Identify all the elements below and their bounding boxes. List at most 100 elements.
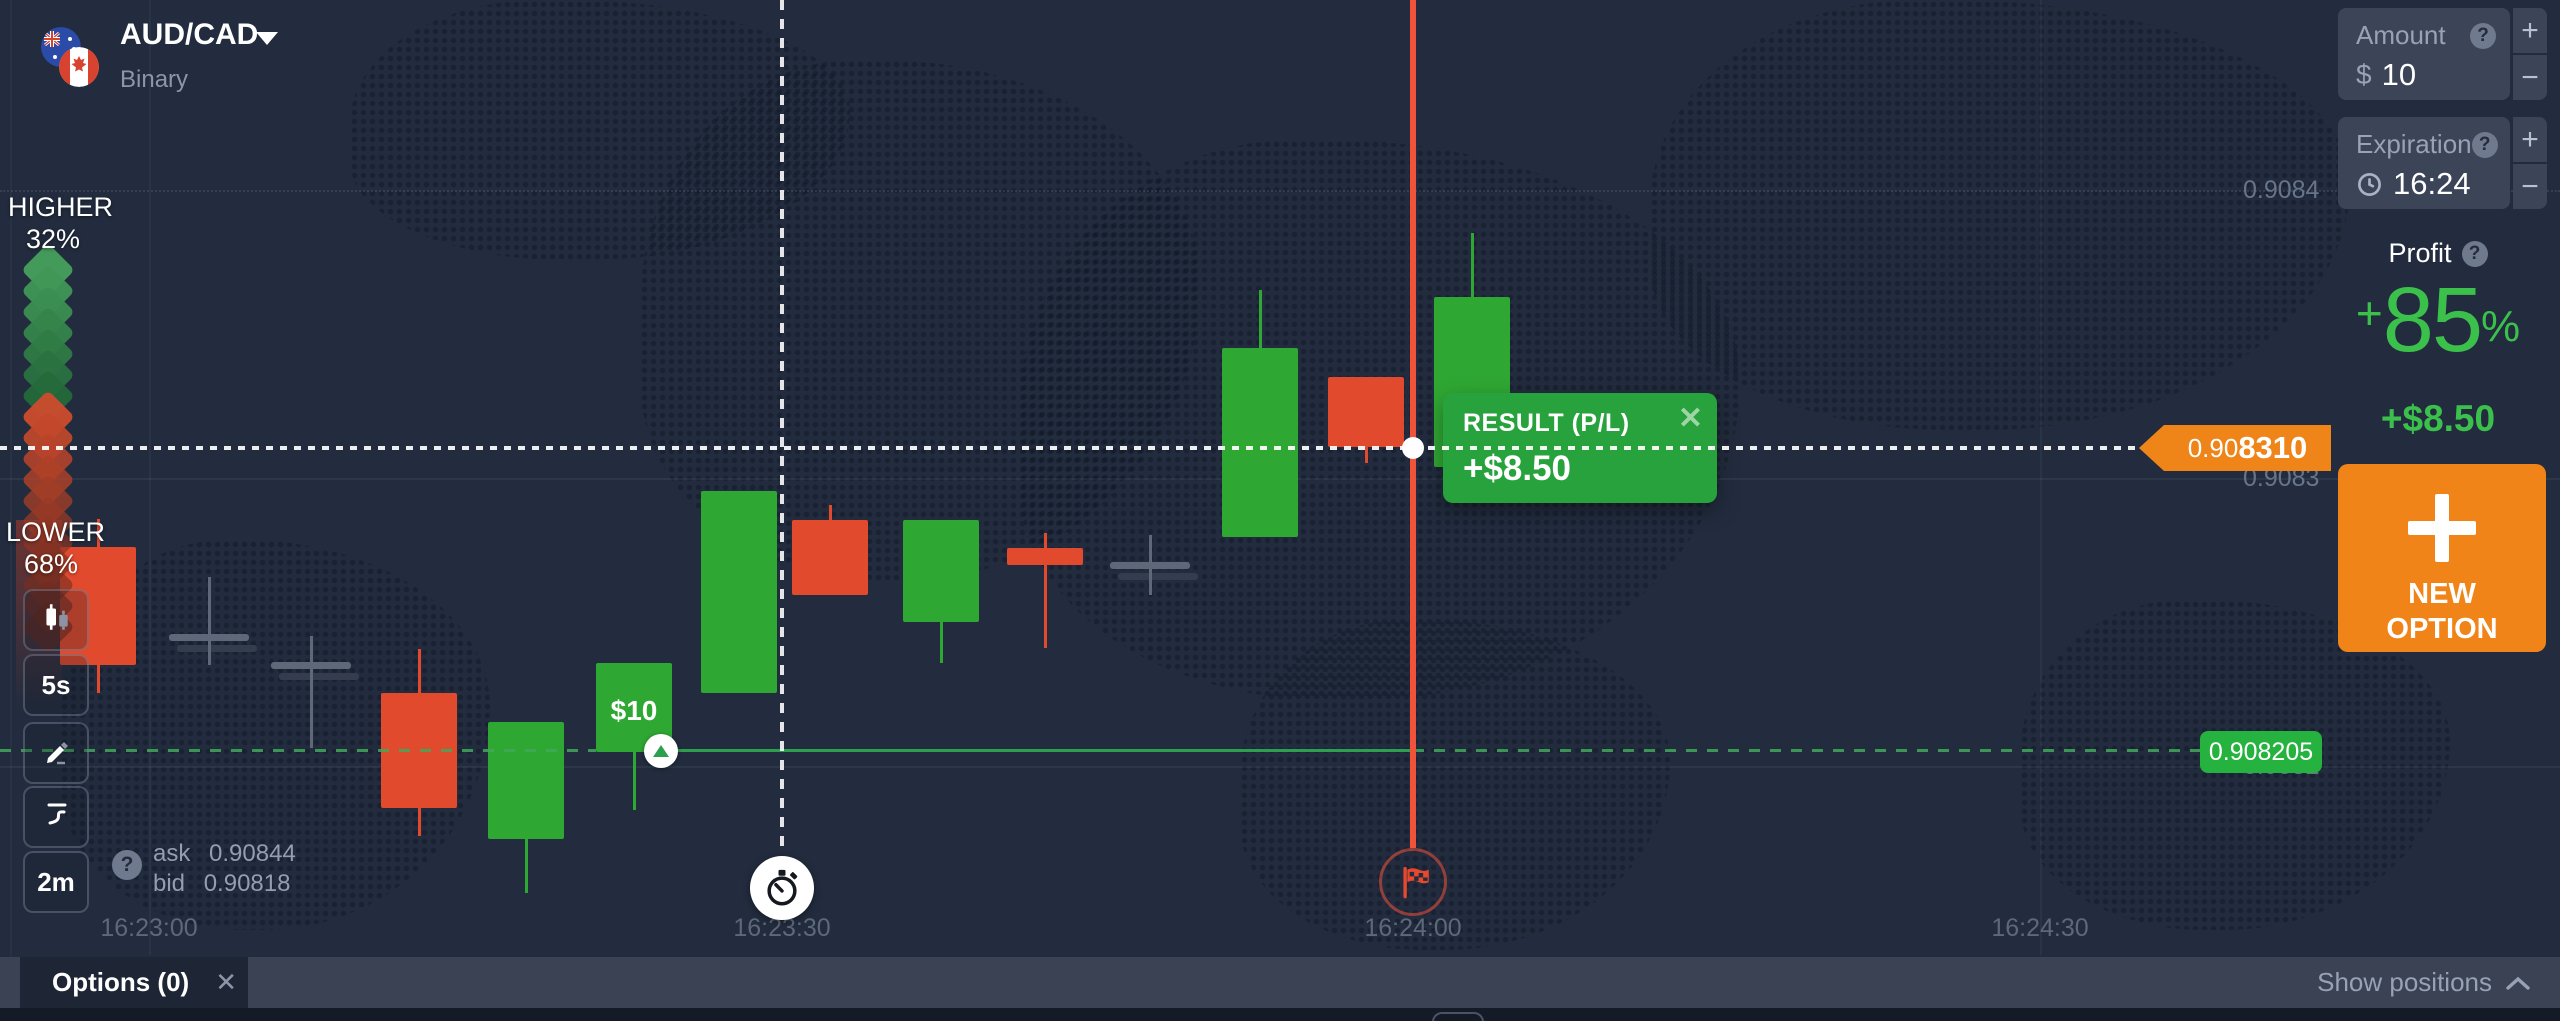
expiration-card[interactable]: Expiration ? 16:24 (2338, 117, 2510, 209)
v-gridline (2040, 0, 2042, 955)
plus-icon: + (2521, 13, 2539, 47)
higher-percent: 32% (26, 224, 81, 254)
indicators-button[interactable] (23, 786, 89, 848)
pair-name[interactable]: AUD/CAD (120, 18, 259, 51)
amount-help-icon[interactable]: ? (2470, 22, 2496, 49)
price-tag-arrow (2139, 425, 2164, 471)
strike-line-solid (672, 749, 1413, 752)
doji-candle (1110, 562, 1190, 569)
minus-icon: − (2521, 169, 2539, 203)
plus-icon (2408, 494, 2476, 562)
candle-wick (1259, 290, 1262, 348)
doji-wick (208, 577, 211, 665)
expiry-time-line (1410, 0, 1416, 848)
candle-up (701, 491, 777, 693)
chart-type-button[interactable] (23, 589, 89, 651)
profit-help-icon[interactable]: ? (2461, 240, 2488, 267)
profit-label: Profit (2388, 238, 2452, 268)
strike-price-tag: 0.908205 (2200, 731, 2322, 773)
y-axis-label: 0.9084 (2243, 176, 2320, 204)
profit-pct-sign: % (2481, 302, 2521, 351)
candle-up (488, 722, 564, 839)
candle-wick (633, 752, 636, 810)
amount-value[interactable]: 10 (2381, 57, 2417, 92)
x-axis-label: 16:24:00 (1364, 914, 1462, 942)
doji-candle (271, 662, 351, 669)
candle-wick (1044, 565, 1047, 648)
amount-card[interactable]: Amount ? $ 10 (2338, 8, 2510, 100)
lower-percent: 68% (24, 549, 79, 579)
stopwatch-icon (750, 856, 814, 920)
candlestick-icon (39, 600, 73, 641)
candle-wick (940, 622, 943, 663)
result-popup-title: RESULT (P/L) (1463, 409, 1630, 437)
result-popup-value: +$8.50 (1463, 449, 1572, 488)
cad-flag-icon (59, 47, 99, 87)
close-icon[interactable]: ✕ (1677, 402, 1703, 435)
candle-wick (418, 808, 421, 836)
candle-down (792, 520, 868, 595)
candle-wick (1471, 233, 1474, 297)
expiration-decrease-button[interactable]: − (2513, 164, 2547, 209)
candle-wick (525, 839, 528, 893)
ask-value: 0.90844 (209, 840, 296, 867)
options-tab-label: Options (0) (52, 967, 190, 997)
expiry-flag-icon (1379, 848, 1447, 916)
timeframe-small-label: 5s (41, 669, 71, 700)
current-price-dot (1402, 437, 1424, 459)
resize-handle[interactable] (1432, 1012, 1484, 1021)
current-price-line (0, 446, 2140, 450)
chevron-down-icon[interactable] (256, 32, 278, 45)
options-tab[interactable]: Options (0) ✕ (20, 957, 248, 1008)
candle-wick (418, 649, 421, 693)
expiration-value[interactable]: 16:24 (2393, 166, 2471, 201)
instrument-type: Binary (120, 66, 189, 93)
h-gridline (0, 766, 2560, 768)
profit-percent: +85% (2330, 268, 2546, 373)
bid-value: 0.90818 (203, 870, 291, 897)
candle-down (1328, 377, 1404, 447)
call-arrow-icon (653, 745, 669, 757)
doji-shadow (279, 673, 359, 680)
chevron-up-icon (2506, 976, 2530, 990)
price-tag-value: 8310 (2238, 430, 2308, 465)
profit-value: 85 (2382, 269, 2483, 371)
amount-label: Amount (2356, 20, 2446, 50)
show-positions-button[interactable]: Show positions (2317, 957, 2530, 1008)
candle-wick (97, 665, 100, 693)
doji-shadow (177, 645, 257, 652)
clock-icon (2356, 171, 2383, 198)
candle-wick (829, 505, 832, 520)
lower-label: LOWER (6, 517, 106, 547)
plus-icon: + (2521, 122, 2539, 156)
amount-increase-button[interactable]: + (2513, 8, 2547, 53)
profit-amount: +$8.50 (2380, 398, 2496, 439)
ask-label: ask (153, 840, 191, 867)
quote-help-icon[interactable]: ? (112, 850, 142, 880)
x-axis-label: 16:23:00 (100, 914, 198, 942)
h-gridline (0, 190, 2560, 192)
new-option-line1: NEW (2408, 578, 2476, 610)
candle-down (1007, 548, 1083, 565)
show-positions-label: Show positions (2317, 967, 2492, 997)
timeframe-small-button[interactable]: 5s (23, 654, 89, 716)
investment-label: $10 (610, 695, 658, 726)
expiration-help-icon[interactable]: ? (2471, 131, 2498, 158)
doji-shadow (1118, 573, 1198, 580)
expiration-increase-button[interactable]: + (2513, 117, 2547, 162)
timeframe-large-button[interactable]: 2m (23, 851, 89, 913)
expiration-label: Expiration (2356, 129, 2472, 159)
candle-wick (1365, 447, 1368, 463)
v-gridline (149, 0, 151, 955)
draw-button[interactable] (23, 722, 89, 784)
chart-left-border (10, 0, 12, 1021)
strike-line-dashed-right (1413, 749, 2200, 752)
map-texture (1650, 0, 2350, 430)
positions-bar: Options (0) ✕ Show positions (0, 957, 2560, 1008)
bid-row: bid 0.90818 (153, 870, 290, 898)
doji-candle (169, 634, 249, 641)
amount-decrease-button[interactable]: − (2513, 55, 2547, 100)
new-option-button[interactable]: NEW OPTION (2338, 464, 2546, 652)
entry-marker[interactable] (644, 734, 678, 768)
close-icon[interactable]: ✕ (215, 967, 238, 997)
